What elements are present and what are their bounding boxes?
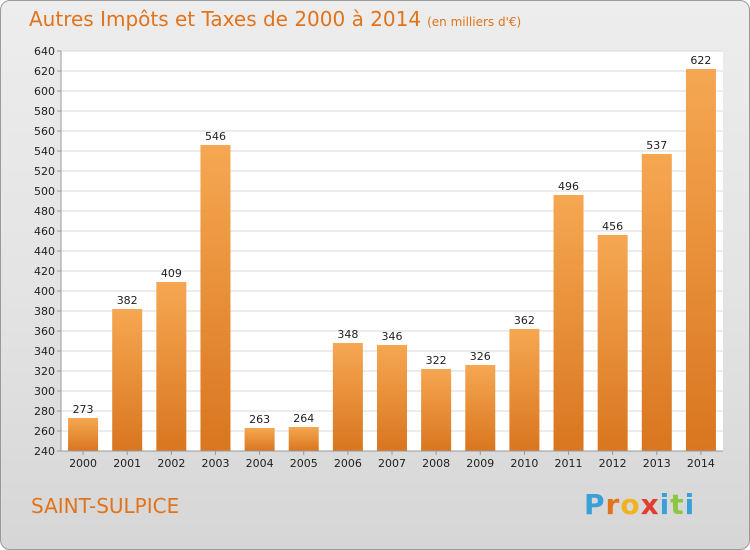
bar-2011 (553, 195, 584, 451)
bar-2006 (332, 343, 363, 451)
y-tick-label: 280 (34, 405, 55, 418)
x-tick-label: 2008 (422, 457, 450, 470)
city-name: SAINT-SULPICE (31, 494, 180, 518)
bar-2005 (288, 427, 319, 451)
x-tick-label: 2009 (466, 457, 494, 470)
x-tick-label: 2004 (246, 457, 274, 470)
x-tick-label: 2011 (555, 457, 583, 470)
bars: 273 382 409 546 263 264 348 346 322 326 362 496 456 5… (68, 54, 716, 451)
y-tick-label: 520 (34, 165, 55, 178)
y-tick-label: 540 (34, 145, 55, 158)
y-tick-label: 420 (34, 265, 55, 278)
bar-2000 (68, 418, 99, 451)
bar-2012 (597, 235, 628, 451)
y-tick-label: 360 (34, 325, 55, 338)
logo-letter: o (620, 488, 641, 521)
logo-letter: x (640, 488, 660, 521)
y-tick-label: 380 (34, 305, 55, 318)
y-tick-label: 580 (34, 105, 55, 118)
y-tick-label: 640 (34, 45, 55, 58)
bar-value-label: 537 (646, 139, 667, 152)
chart-title-unit: (en milliers d'€) (427, 15, 522, 29)
logo-letter: r (605, 488, 621, 521)
bar-2004 (244, 428, 275, 451)
bar-value-label: 456 (602, 220, 623, 233)
x-tick-label: 2001 (113, 457, 141, 470)
y-tick-label: 320 (34, 365, 55, 378)
x-tick-label: 2013 (643, 457, 671, 470)
y-tick-label: 260 (34, 425, 55, 438)
x-tick-label: 2014 (687, 457, 715, 470)
bar-2003 (200, 145, 231, 451)
bar-2010 (509, 329, 540, 451)
bar-value-label: 273 (73, 403, 94, 416)
y-tick-label: 480 (34, 205, 55, 218)
x-tick-label: 2002 (157, 457, 185, 470)
bar-value-label: 326 (470, 350, 491, 363)
proxiti-logo[interactable]: Proxiti (584, 488, 695, 521)
y-tick-label: 500 (34, 185, 55, 198)
y-tick-label: 400 (34, 285, 55, 298)
bar-value-label: 409 (161, 267, 182, 280)
bar-value-label: 362 (514, 314, 535, 327)
x-tick-label: 2006 (334, 457, 362, 470)
y-tick-label: 440 (34, 245, 55, 258)
y-tick-label: 560 (34, 125, 55, 138)
y-tick-label: 620 (34, 65, 55, 78)
bar-value-label: 546 (205, 130, 226, 143)
chart-title-text: Autres Impôts et Taxes de 2000 à 2014 (29, 7, 422, 31)
bar-value-label: 348 (337, 328, 358, 341)
bar-2008 (421, 369, 452, 451)
bar-2007 (377, 345, 407, 451)
logo-letter: i (684, 488, 696, 521)
bar-2001 (112, 309, 143, 451)
bar-2014 (685, 69, 716, 451)
bar-2009 (465, 365, 496, 451)
x-tick-label: 2010 (510, 457, 538, 470)
x-tick-label: 2012 (599, 457, 627, 470)
bar-value-label: 346 (382, 330, 403, 343)
bar-value-label: 382 (117, 294, 138, 307)
chart-title: Autres Impôts et Taxes de 2000 à 2014 (en… (29, 7, 521, 31)
y-axis: 240 260 280 300 320 340 360 380 400 420 440 460 480 5… (34, 45, 61, 458)
bar-value-label: 322 (426, 354, 447, 367)
bar-value-label: 496 (558, 180, 579, 193)
bar-value-label: 622 (690, 54, 711, 67)
logo-letter: i (659, 488, 671, 521)
logo-letter: P (584, 488, 606, 521)
y-tick-label: 240 (34, 445, 55, 458)
x-tick-label: 2003 (201, 457, 229, 470)
bar-value-label: 264 (293, 412, 314, 425)
bar-value-label: 263 (249, 413, 270, 426)
y-tick-label: 460 (34, 225, 55, 238)
x-tick-label: 2005 (290, 457, 318, 470)
logo-letter: t (670, 488, 685, 521)
x-tick-label: 2000 (69, 457, 97, 470)
y-tick-label: 600 (34, 85, 55, 98)
y-tick-label: 300 (34, 385, 55, 398)
y-tick-label: 340 (34, 345, 55, 358)
x-axis: 2000 2001 2002 2003 2004 2005 2006 2007 2008 2009… (69, 451, 715, 470)
bar-2002 (156, 282, 187, 451)
x-tick-label: 2007 (378, 457, 406, 470)
bar-2013 (641, 154, 672, 451)
